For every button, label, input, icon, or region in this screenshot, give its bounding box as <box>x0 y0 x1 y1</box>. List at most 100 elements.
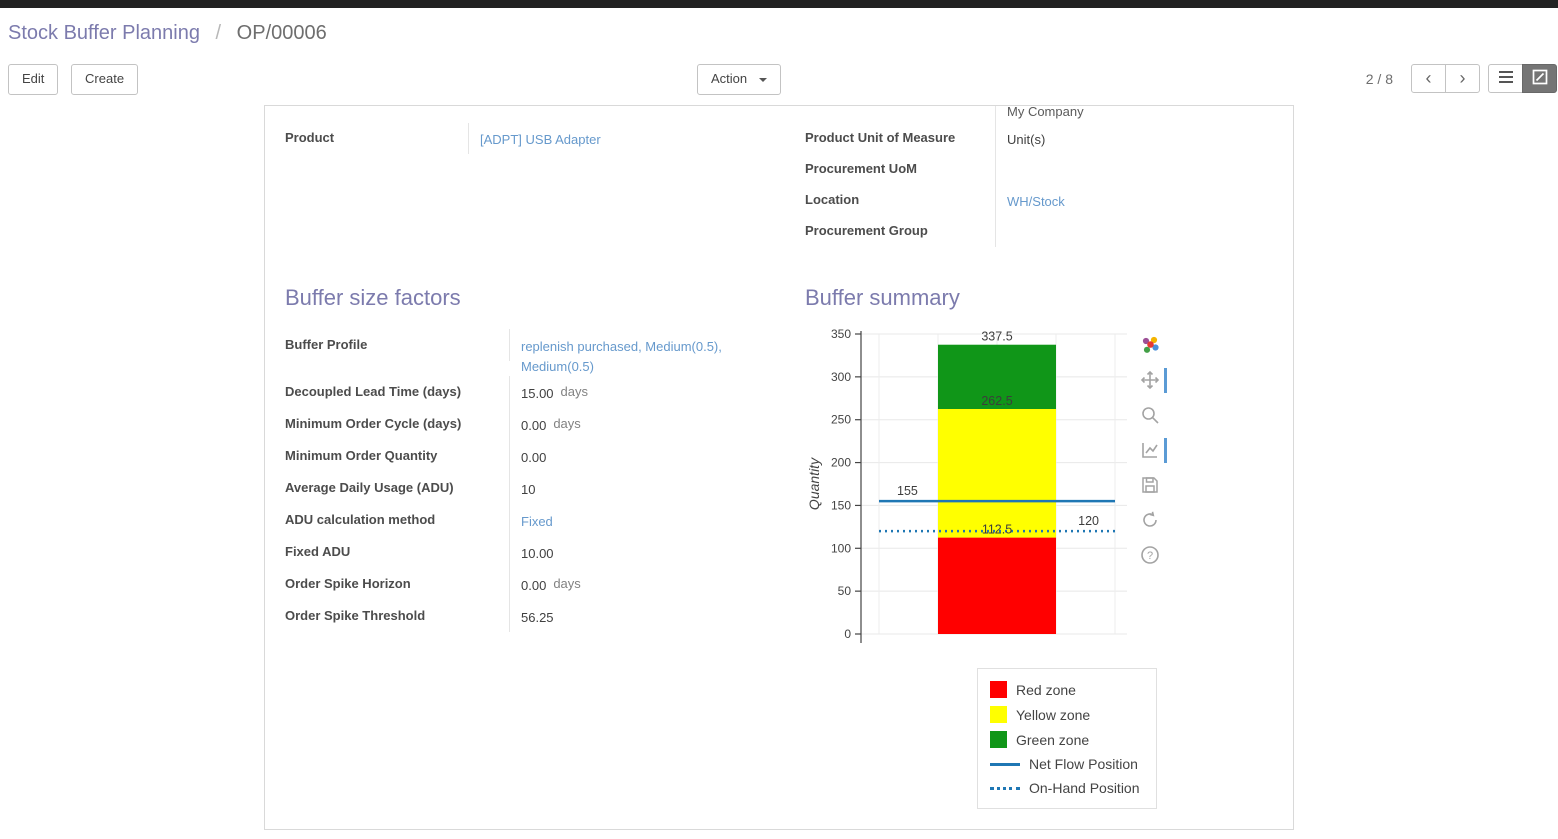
field-label: Location <box>805 185 996 216</box>
top-field-groups: Product [ADPT] USB Adapter My Company Prod… <box>285 106 1273 247</box>
field-row: Fixed ADU 10.00 <box>285 536 805 568</box>
pan-button[interactable] <box>1140 368 1167 393</box>
field-row: ADU calculation method Fixed <box>285 504 805 536</box>
legend-label: On-Hand Position <box>1029 780 1140 796</box>
field-row: Buffer Profile replenish purchased, Mediu… <box>285 329 805 376</box>
field-label: ADU calculation method <box>285 504 510 536</box>
buffer-summary-section: Buffer summary 112.5 262.5 337.5 155 120 0 50 1… <box>805 285 1271 809</box>
y-tick-label: 200 <box>831 456 851 470</box>
chevron-left-icon: ‹ <box>1425 67 1432 88</box>
zone-value-label: 112.5 <box>982 523 1012 537</box>
field-value: 0.00 <box>521 578 547 593</box>
field-value: 0.00 <box>521 450 547 465</box>
plotly-logo-button[interactable] <box>1140 335 1160 355</box>
field-row: Minimum Order Quantity 0.00 <box>285 440 805 472</box>
field-link[interactable]: Fixed <box>521 514 553 529</box>
legend-label: Yellow zone <box>1016 706 1091 723</box>
list-view-button[interactable] <box>1488 64 1523 93</box>
y-axis-title: Quantity <box>806 457 822 510</box>
field-group-left: Product [ADPT] USB Adapter <box>285 106 805 247</box>
y-tick-label: 150 <box>831 498 851 512</box>
field-unit: days <box>553 576 581 591</box>
zone-bar <box>938 344 1056 409</box>
svg-text:?: ? <box>1147 550 1153 562</box>
breadcrumb-current: OP/00006 <box>236 22 327 44</box>
field-value: 15.00 <box>521 386 554 401</box>
buffer-size-factors-section: Buffer size factors Buffer Profile replen… <box>285 285 805 809</box>
create-button[interactable]: Create <box>71 64 139 95</box>
legend-item[interactable]: Yellow zone <box>990 702 1144 727</box>
buffer-size-factors-heading: Buffer size factors <box>285 285 461 310</box>
form-view-button[interactable] <box>1522 64 1557 93</box>
edit-button[interactable]: Edit <box>8 64 59 95</box>
legend-item[interactable]: Red zone <box>990 677 1144 702</box>
autoscale-icon <box>1140 443 1160 463</box>
field-value <box>996 154 1007 161</box>
pan-icon <box>1140 370 1160 393</box>
field-label: Average Daily Usage (ADU) <box>285 472 510 504</box>
field-row: Minimum Order Cycle (days) 0.00 days <box>285 408 805 440</box>
field-link[interactable]: WH/Stock <box>1007 194 1065 209</box>
field-label: Order Spike Threshold <box>285 600 510 632</box>
breadcrumb: Stock Buffer Planning / OP/00006 <box>0 8 1558 54</box>
chart-legend: Red zone Yellow zone Green zone Net Flow Po… <box>977 668 1157 809</box>
legend-label: Net Flow Position <box>1029 756 1138 772</box>
legend-item[interactable]: Net Flow Position <box>990 752 1144 776</box>
field-label: Buffer Profile <box>285 329 510 361</box>
reset-axes-button[interactable] <box>1140 510 1160 530</box>
save-icon <box>1140 477 1160 498</box>
chevron-right-icon: › <box>1459 67 1466 88</box>
line-value-label: 155 <box>897 484 918 498</box>
help-button[interactable]: ? <box>1140 545 1160 565</box>
field-label: Order Spike Horizon <box>285 568 510 600</box>
field-row: Average Daily Usage (ADU) 10 <box>285 472 805 504</box>
field-value: My Company <box>1007 106 1084 119</box>
field-label: Procurement UoM <box>805 154 996 185</box>
legend-swatch <box>990 731 1007 748</box>
field-link[interactable]: [ADPT] USB Adapter <box>480 132 601 147</box>
zoom-icon <box>1140 407 1160 428</box>
autoscale-button[interactable] <box>1140 438 1167 463</box>
field-label: Product Unit of Measure <box>805 123 996 154</box>
pager-previous-button[interactable]: ‹ <box>1411 64 1446 93</box>
buffer-chart-plot: 112.5 262.5 337.5 155 120 0 50 100 150 200 250 300 3… <box>806 329 1127 643</box>
caret-down-icon <box>758 77 767 82</box>
pager-next-button[interactable]: › <box>1445 64 1480 93</box>
legend-swatch <box>990 786 1020 790</box>
line-value-label: 120 <box>1078 514 1099 528</box>
field-label <box>805 106 996 123</box>
main-sections: Buffer size factors Buffer Profile replen… <box>285 285 1273 809</box>
plotly-logo-icon <box>1140 336 1160 358</box>
field-row: My Company <box>805 106 1271 123</box>
field-label: Product <box>285 123 469 154</box>
legend-label: Green zone <box>1016 731 1090 748</box>
form-sheet: Product [ADPT] USB Adapter My Company Prod… <box>264 105 1294 830</box>
pager-area: 2 / 8 ‹ › <box>1366 64 1557 93</box>
legend-swatch <box>990 706 1007 723</box>
help-icon: ? <box>1140 546 1160 568</box>
zone-bar <box>938 409 1056 538</box>
zone-bar <box>938 537 1056 634</box>
chart-toolbar: ? <box>1137 335 1167 565</box>
field-label: Fixed ADU <box>285 536 510 568</box>
legend-item[interactable]: On-Hand Position <box>990 776 1144 800</box>
pager-count: 2 / 8 <box>1365 70 1393 87</box>
field-label: Minimum Order Quantity <box>285 440 510 472</box>
zone-value-label: 262.5 <box>981 394 1012 408</box>
legend-item[interactable]: Green zone <box>990 727 1144 752</box>
breadcrumb-parent-link[interactable]: Stock Buffer Planning <box>8 22 200 44</box>
save-button[interactable] <box>1140 475 1160 495</box>
action-dropdown-button[interactable]: Action <box>697 64 781 95</box>
form-view-icon <box>1532 69 1548 88</box>
buffer-chart: 112.5 262.5 337.5 155 120 0 50 100 150 200 250 300 3… <box>805 329 1167 809</box>
buffer-summary-heading: Buffer summary <box>805 285 960 310</box>
active-indicator <box>1164 438 1167 463</box>
field-value: Unit(s) <box>1007 132 1046 147</box>
field-row: Order Spike Threshold 56.25 <box>285 600 805 632</box>
field-link[interactable]: replenish purchased, Medium(0.5), Medium… <box>521 339 722 374</box>
y-tick-label: 300 <box>831 370 851 384</box>
zoom-button[interactable] <box>1140 405 1160 425</box>
field-label: Decoupled Lead Time (days) <box>285 376 510 408</box>
control-panel: Edit Create Action 2 / 8 ‹ › <box>0 54 1558 103</box>
field-value: 0.00 <box>521 418 547 433</box>
